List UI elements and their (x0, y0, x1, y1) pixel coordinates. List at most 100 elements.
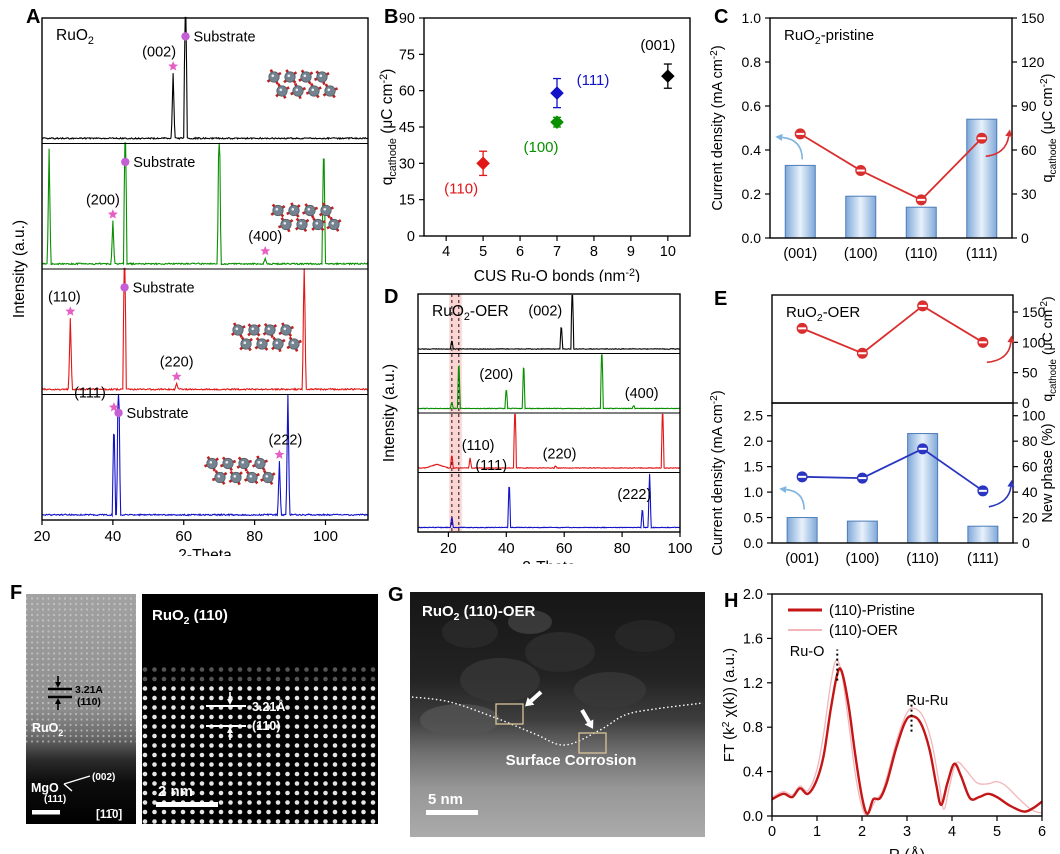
svg-text:Intensity (a.u.): Intensity (a.u.) (381, 364, 398, 462)
svg-text:Substrate: Substrate (127, 406, 189, 422)
svg-text:0.4: 0.4 (742, 142, 762, 158)
svg-text:1.5: 1.5 (744, 459, 764, 475)
panel-f-tem-pristine: 3.21A (110) RuO2 MgO (002) (111) [11̄0] RuO2 (1… (8, 580, 378, 854)
svg-text:0.0: 0.0 (744, 535, 764, 551)
svg-text:MgO: MgO (31, 781, 59, 795)
svg-text:(111): (111) (475, 458, 507, 474)
roi-box (578, 732, 607, 754)
svg-text:1.2: 1.2 (743, 676, 763, 692)
svg-text:40: 40 (498, 540, 515, 557)
svg-text:5: 5 (993, 824, 1001, 840)
svg-text:(110): (110) (444, 180, 478, 197)
bar-(001) (784, 164, 816, 239)
svg-text:Ru-Ru: Ru-Ru (906, 693, 948, 709)
svg-text:(110): (110) (462, 438, 495, 454)
svg-text:3: 3 (903, 824, 911, 840)
substrate-marker (120, 283, 129, 292)
svg-text:Current density (mA cm-2): Current density (mA cm-2) (709, 390, 726, 555)
svg-text:1: 1 (813, 824, 821, 840)
svg-text:(110): (110) (252, 719, 281, 733)
svg-text:150: 150 (1021, 10, 1045, 26)
svg-text:20: 20 (1022, 510, 1038, 526)
svg-text:0: 0 (768, 824, 776, 840)
xrd-trace (41, 16, 368, 141)
svg-text:(110)-OER: (110)-OER (829, 623, 898, 639)
svg-text:(222): (222) (268, 433, 302, 449)
svg-text:RuO2 (110): RuO2 (110) (152, 607, 228, 627)
data-point-(110) (476, 156, 490, 171)
svg-text:(001): (001) (785, 551, 819, 567)
svg-text:FT (k2 χ(k)) (a.u.): FT (k2 χ(k)) (a.u.) (720, 648, 738, 762)
svg-text:80: 80 (614, 540, 631, 557)
panel-h-chart: 0 1 2 3 4 5 6 0.0 0.4 0.8 1.2 1.6 2.0 (110)-Pristine (… (720, 587, 1046, 854)
svg-text:R (Å): R (Å) (889, 847, 925, 854)
svg-text:2-Theta: 2-Theta (178, 547, 232, 556)
svg-text:(100): (100) (845, 551, 879, 567)
xrd-trace (41, 267, 369, 392)
svg-text:5 nm: 5 nm (428, 791, 463, 808)
svg-text:40: 40 (105, 528, 122, 545)
svg-text:0.0: 0.0 (743, 809, 763, 825)
svg-text:6: 6 (516, 244, 524, 260)
svg-text:2.0: 2.0 (743, 587, 763, 603)
data-point-(111) (550, 86, 564, 100)
svg-text:20: 20 (440, 540, 457, 557)
panel-letter-f: F (10, 582, 23, 604)
svg-text:qcathode (μC cm-2): qcathode (μC cm-2) (1039, 73, 1059, 182)
panel-a-chart: (002) Substrate (200) Substrate (400) (110) Su… (11, 16, 369, 564)
svg-text:CUS Ru-O bonds (nm-2): CUS Ru-O bonds (nm-2) (474, 267, 640, 282)
svg-text:120: 120 (1021, 54, 1045, 70)
bar-(110) (905, 206, 937, 239)
svg-text:60: 60 (1021, 142, 1037, 158)
xrd-trace (418, 473, 680, 529)
svg-text:2: 2 (858, 824, 866, 840)
svg-text:qcathode (μC cm-2): qcathode (μC cm-2) (378, 69, 399, 186)
panel-c-chart: 0.0 0.2 0.4 0.6 0.8 1.0 0 30 60 90 120 150 (001) (100… (709, 10, 1059, 262)
bar-(001) (786, 517, 818, 544)
svg-text:0: 0 (407, 229, 415, 245)
panel-e-dual-stack-oer: 0 50 100 150 RuO2-OER 0.0 0.5 1.0 1.5 2.0 2.5 0 20 40… (706, 286, 1060, 570)
svg-text:45: 45 (399, 120, 415, 136)
panel-d-chart: (002) (200) (400) (110) (220) (111) (222) 20 40 6… (381, 293, 693, 576)
svg-text:(400): (400) (248, 229, 282, 245)
roi-box (495, 703, 524, 725)
svg-text:RuO2-OER: RuO2-OER (786, 304, 860, 324)
svg-text:(110): (110) (906, 551, 939, 567)
substrate-marker (181, 32, 190, 41)
svg-text:60: 60 (1022, 459, 1038, 475)
svg-text:0.8: 0.8 (743, 720, 763, 736)
xrd-trace (417, 294, 680, 351)
panel-g-image: Surface Corrosion 5 nm RuO2 (110)-OER (410, 592, 705, 837)
svg-text:Substrate: Substrate (133, 280, 195, 296)
xrd-trace (418, 413, 680, 470)
svg-text:0.6: 0.6 (742, 98, 762, 114)
svg-text:(110): (110) (77, 696, 101, 708)
bar-(111) (967, 525, 999, 544)
svg-text:Substrate: Substrate (133, 155, 195, 171)
svg-text:50: 50 (1022, 365, 1038, 381)
svg-text:3.21A: 3.21A (75, 684, 103, 696)
panel-letter-a: A (26, 6, 41, 28)
svg-text:80: 80 (1022, 433, 1038, 449)
tem-surface-image: Surface Corrosion 5 nm RuO2 (110)-OER (410, 592, 705, 837)
svg-text:(111): (111) (577, 72, 610, 89)
svg-text:(220): (220) (543, 446, 577, 462)
svg-text:100: 100 (667, 540, 692, 557)
svg-text:90: 90 (399, 11, 415, 27)
svg-text:2.5: 2.5 (744, 408, 764, 424)
svg-text:150: 150 (1022, 304, 1046, 320)
svg-text:60: 60 (399, 84, 415, 100)
svg-text:30: 30 (1021, 186, 1037, 202)
panel-letter-b: B (384, 6, 399, 28)
panel-letter-c: C (714, 6, 729, 28)
svg-text:(100): (100) (844, 246, 878, 262)
svg-text:40: 40 (1022, 484, 1038, 500)
panel-letter-d: D (384, 286, 399, 308)
svg-text:(400): (400) (625, 386, 659, 402)
scale-bar (32, 810, 60, 815)
crystal-structure-inset (266, 69, 338, 100)
panel-letter-h: H (724, 590, 739, 612)
svg-text:(111): (111) (74, 385, 106, 401)
substrate-marker (114, 408, 123, 418)
